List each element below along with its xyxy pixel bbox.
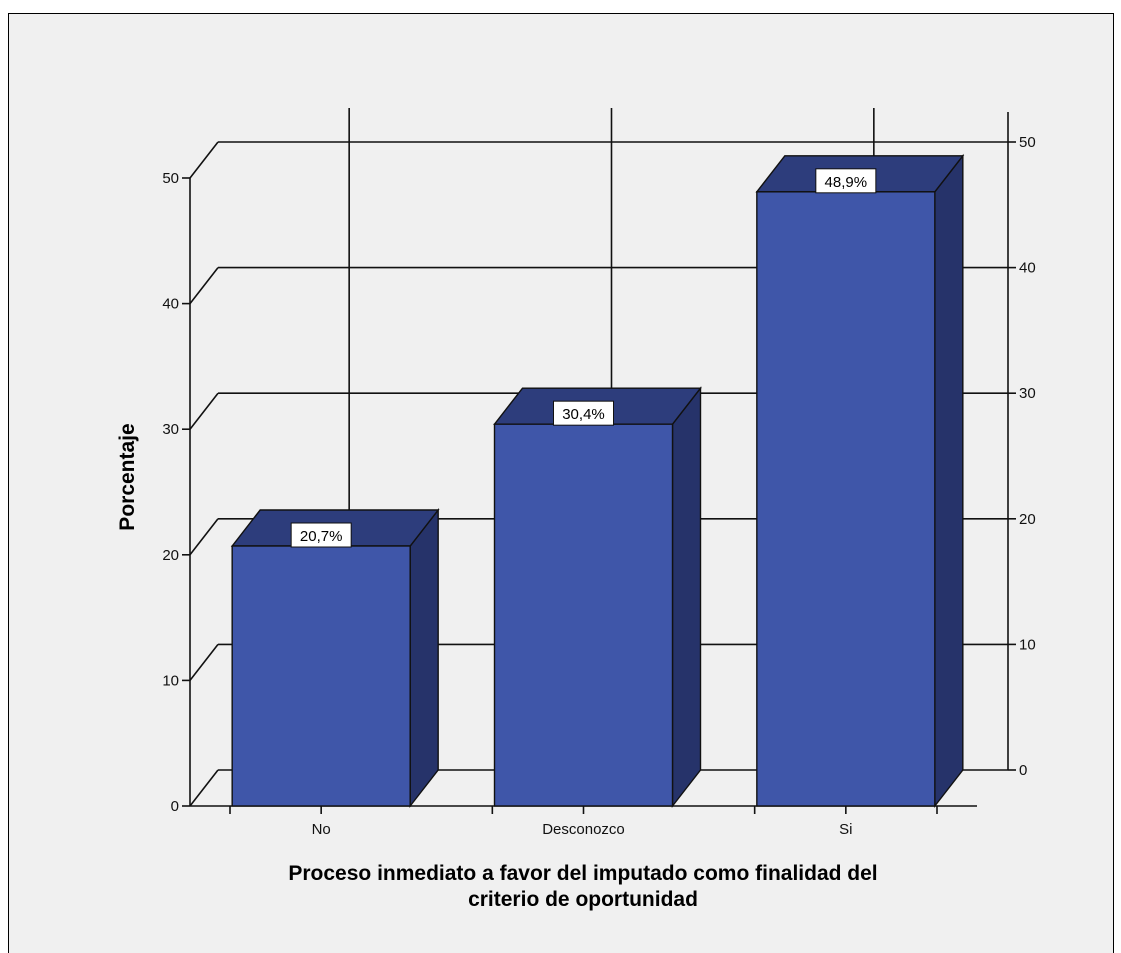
y-tick-label-left: 50	[162, 170, 179, 187]
data-label: 20,7%	[300, 528, 343, 545]
y-tick-label-right: 20	[1019, 511, 1036, 528]
y-tick-label-left: 0	[171, 798, 179, 815]
y-tick-label-right: 40	[1019, 260, 1036, 277]
x-tick-label: Si	[839, 821, 852, 838]
gridline-diagonal	[189, 643, 219, 681]
x-tick-label: No	[312, 821, 331, 838]
bars-layer	[230, 153, 965, 809]
labels-layer: 0 0 10 10 20 20 30 30 40 40 50 50 No Desconozco Si 20,7…	[162, 134, 1035, 838]
y-tick-label-left: 30	[162, 421, 179, 438]
y-axis-title: Porcentaje	[116, 423, 139, 530]
bar-side	[934, 153, 964, 809]
data-label: 30,4%	[562, 406, 605, 423]
data-label-box	[290, 522, 352, 548]
data-label: 48,9%	[825, 174, 868, 191]
data-label-box	[553, 400, 614, 426]
bar	[756, 191, 936, 807]
gridline-diagonal	[189, 769, 219, 807]
y-tick-label-left: 10	[162, 672, 179, 689]
gridline-diagonal	[189, 141, 219, 179]
bar-side	[671, 386, 702, 809]
y-tick-label-right: 30	[1019, 385, 1036, 402]
x-tick-label: Desconozco	[542, 821, 625, 838]
y-tick-label-left: 40	[162, 296, 179, 313]
gridline-diagonal	[189, 518, 219, 556]
bar-side	[409, 507, 439, 809]
gridline-diagonal	[189, 267, 219, 305]
y-tick-label-right: 10	[1019, 636, 1036, 653]
x-axis-title-line-1: Proceso inmediato a favor del imputado c…	[288, 862, 877, 885]
y-tick-label-right: 0	[1019, 762, 1027, 779]
y-tick-label-right: 50	[1019, 134, 1036, 151]
x-axis-title-line-2: criterio de oportunidad	[468, 888, 698, 911]
bar	[493, 423, 674, 807]
data-label-box	[815, 168, 877, 194]
bar	[231, 545, 411, 807]
y-tick-label-left: 20	[162, 547, 179, 564]
gridline-diagonal	[189, 392, 219, 430]
